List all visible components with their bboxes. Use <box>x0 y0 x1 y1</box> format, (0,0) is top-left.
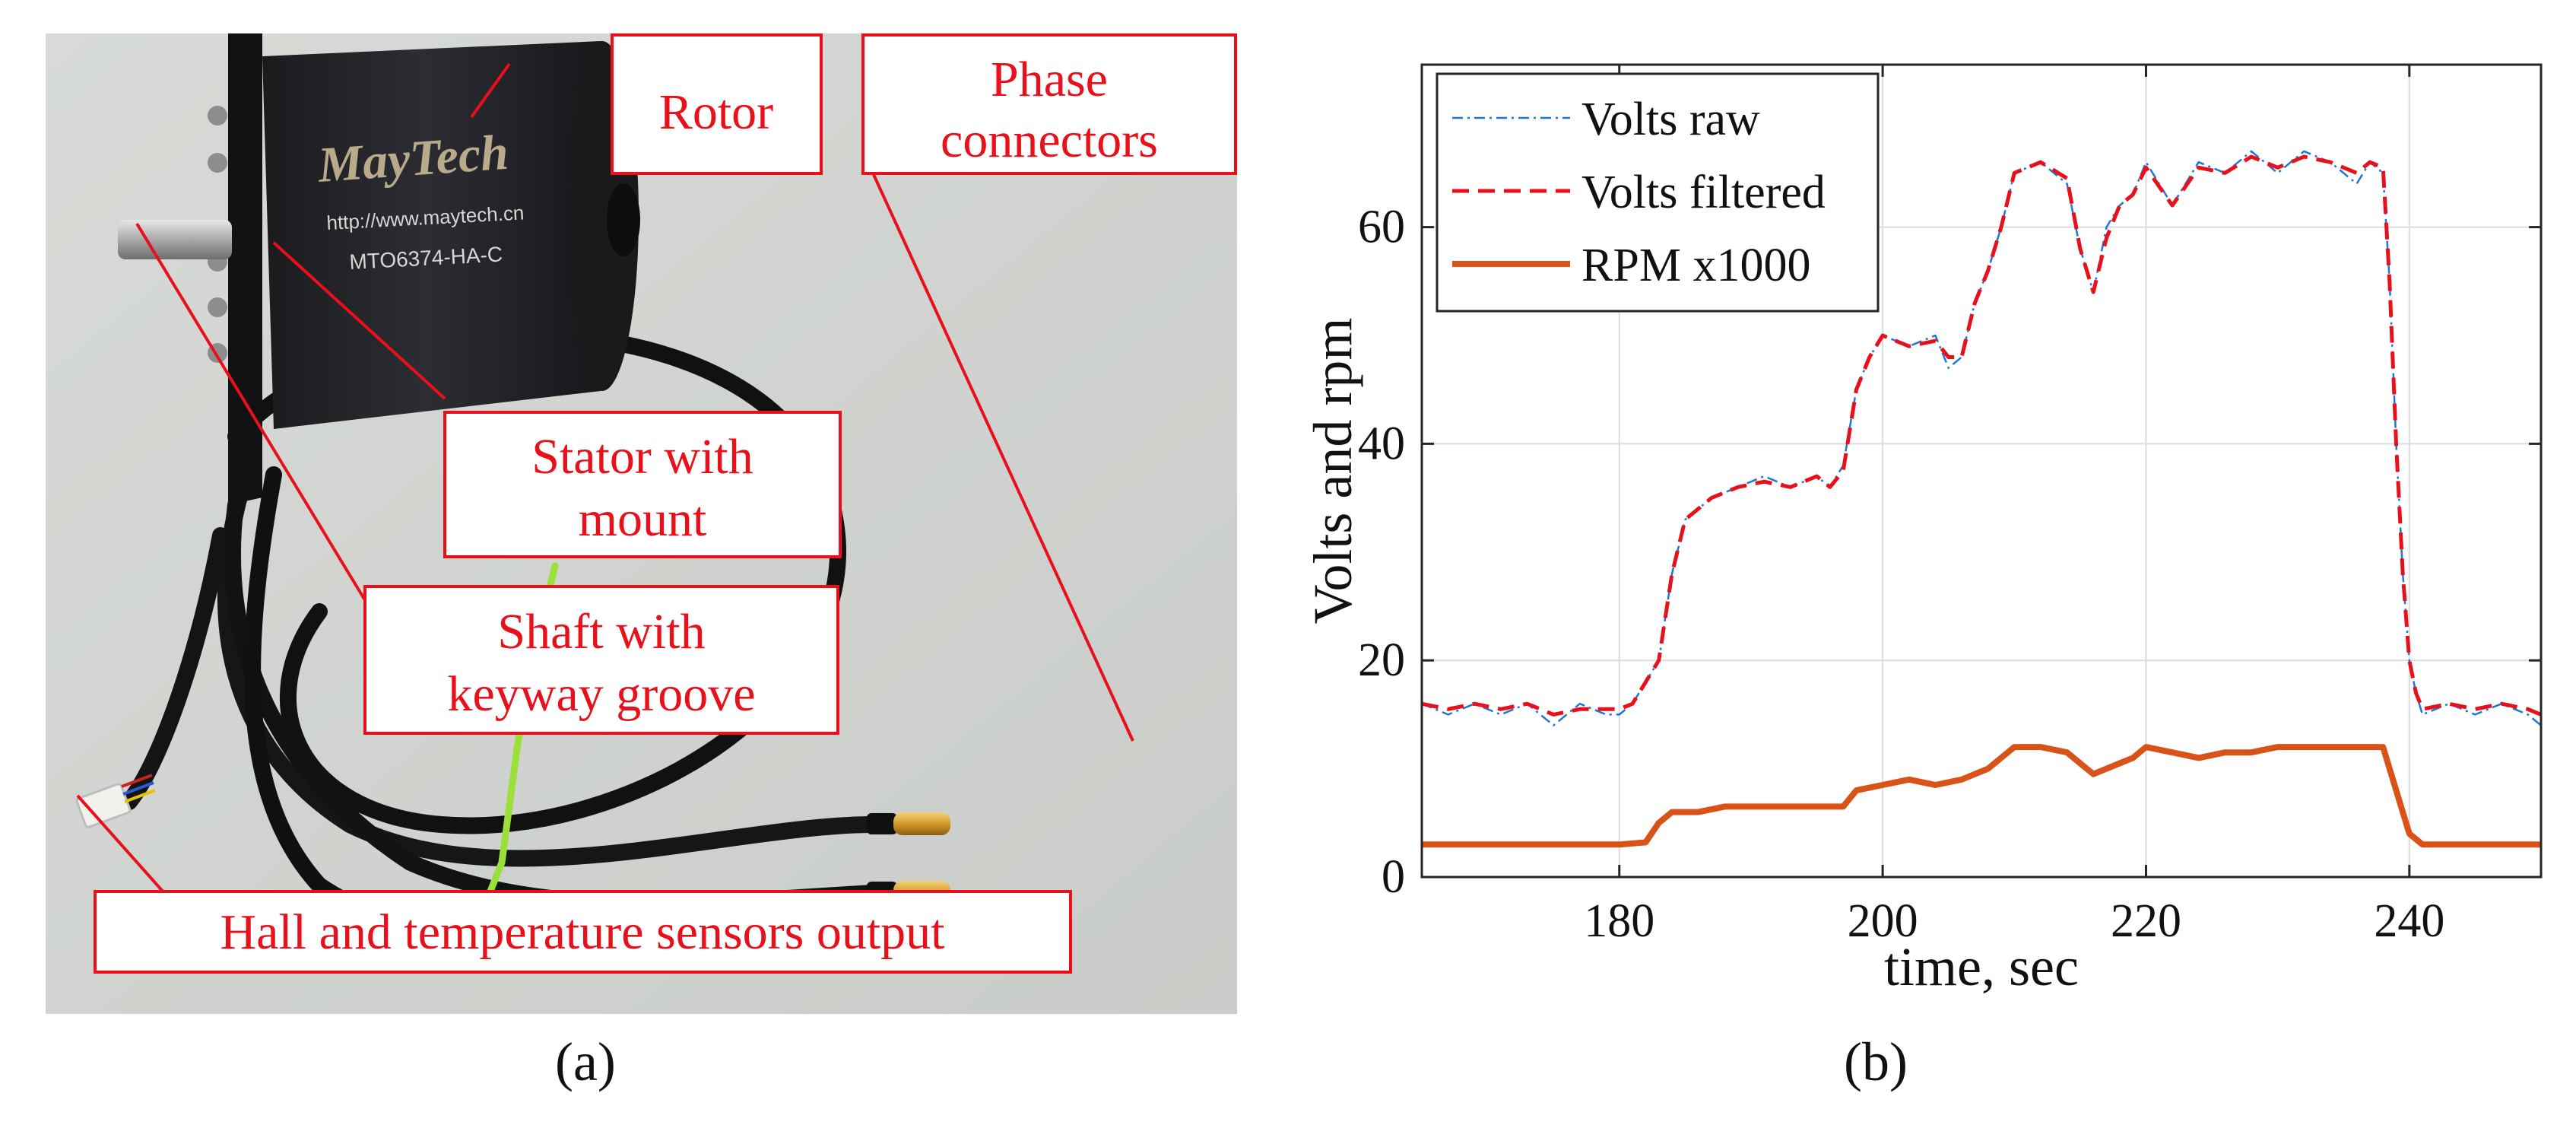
leader-phase <box>861 151 1134 742</box>
leader-hall <box>76 794 173 902</box>
callout-phase-line2: connectors <box>941 113 1158 168</box>
legend-label: Volts raw <box>1581 94 1760 145</box>
motor-shaft <box>118 220 232 259</box>
legend-label: RPM x1000 <box>1581 240 1810 291</box>
series-line-volts-filtered <box>1421 154 2542 717</box>
motor-photo: MayTech http://www.maytech.cn MTO6374-HA… <box>46 33 1237 1014</box>
callout-phase-line1: Phase <box>991 52 1108 107</box>
leader-shaft <box>135 222 366 602</box>
callout-hall-label: Hall and temperature sensors output <box>220 904 944 960</box>
callout-phase: Phase connectors <box>861 33 1237 175</box>
series-line-rpm-x1000 <box>1422 744 2541 848</box>
voltage-rpm-chart-panel: 180 200 220 240 0 20 40 60 time, sec Volts and … <box>1247 30 2555 1019</box>
motor-brand-text: MayTech <box>316 125 510 193</box>
callout-shaft-line2: keyway groove <box>447 666 755 722</box>
stator-mount-plate <box>228 33 262 505</box>
x-tick-label: 200 <box>1848 895 1918 947</box>
x-tick-label: 180 <box>1584 895 1654 947</box>
motor-photo-panel: MayTech http://www.maytech.cn MTO6374-HA… <box>46 33 1237 1014</box>
x-axis-label: time, sec <box>1884 936 2079 997</box>
callout-hall: Hall and temperature sensors output <box>94 890 1072 974</box>
callout-rotor-label: Rotor <box>659 84 773 140</box>
legend-label: Volts filtered <box>1581 167 1826 218</box>
voltage-rpm-chart: 180 200 220 240 0 20 40 60 time, sec Volts and … <box>1302 63 2543 997</box>
caption-a: (a) <box>555 1031 616 1092</box>
y-tick-label: 20 <box>1358 634 1405 686</box>
x-tick-label: 220 <box>2111 895 2181 947</box>
callout-stator-line1: Stator with <box>531 429 753 485</box>
callout-leaders <box>76 62 1134 902</box>
chart-ticks: 180 200 220 240 0 20 40 60 <box>1358 65 2541 947</box>
y-axis-label: Volts and rpm <box>1302 318 1363 624</box>
y-tick-label: 60 <box>1358 202 1405 253</box>
hall-sensor-plug <box>75 774 156 828</box>
chart-series <box>1421 150 2542 848</box>
y-tick-label: 40 <box>1358 418 1405 469</box>
rotor-body <box>262 41 620 429</box>
y-tick-label: 0 <box>1382 851 1405 903</box>
leader-stator <box>272 241 446 400</box>
callout-shaft: Shaft with keyway groove <box>363 585 839 735</box>
caption-b: (b) <box>1844 1031 1908 1092</box>
x-tick-label: 240 <box>2374 895 2444 947</box>
chart-legend: Volts raw Volts filtered RPM x1000 <box>1436 72 1880 313</box>
callout-stator-line2: mount <box>579 491 707 547</box>
callout-shaft-line1: Shaft with <box>497 604 705 659</box>
leader-rotor <box>470 62 511 119</box>
callout-stator: Stator with mount <box>443 411 842 558</box>
callout-rotor: Rotor <box>611 33 823 175</box>
plot-frame <box>1420 63 2543 879</box>
